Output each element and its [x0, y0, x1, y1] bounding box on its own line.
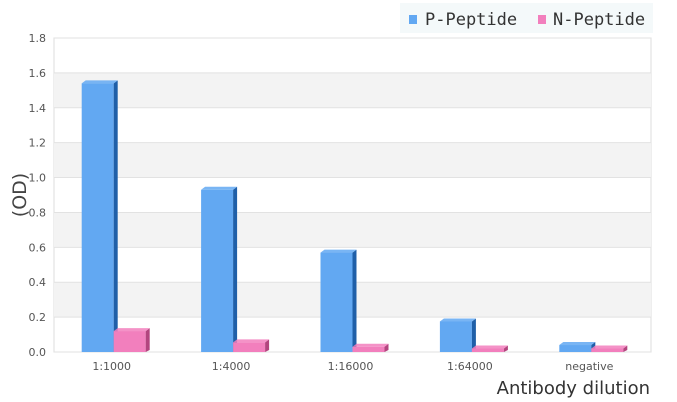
- bar-p-peptide-1: [201, 186, 238, 352]
- bar-n-peptide-0: [113, 328, 150, 352]
- y-tick-label: 0.6: [29, 241, 47, 254]
- y-tick-label: 0.4: [29, 276, 47, 289]
- bar-p-peptide-2: [320, 249, 357, 352]
- x-tick-label: 1:1000: [92, 360, 131, 373]
- grid-band: [54, 212, 651, 248]
- y-tick-label: 0.0: [29, 346, 47, 359]
- legend-swatch-n-peptide: [538, 15, 546, 24]
- y-tick-label: 0.8: [29, 206, 47, 219]
- x-tick-label: 1:4000: [212, 360, 251, 373]
- bar-p-peptide-4: [559, 342, 596, 352]
- x-tick-label: 1:16000: [328, 360, 374, 373]
- y-tick-label: 0.2: [29, 311, 47, 324]
- y-axis-label: (OD): [9, 173, 31, 217]
- legend-box: [400, 3, 653, 33]
- y-tick-label: 1.2: [29, 137, 47, 150]
- x-tick-label: 1:64000: [447, 360, 493, 373]
- bar-n-peptide-4: [591, 345, 628, 352]
- legend-label-p-peptide: P-Peptide: [425, 10, 517, 30]
- legend-label-n-peptide: N-Peptide: [553, 10, 645, 30]
- grid-band: [54, 142, 651, 178]
- x-tick-label: negative: [565, 360, 613, 373]
- y-tick-label: 1.8: [29, 32, 47, 45]
- bar-p-peptide-3: [439, 318, 476, 352]
- grid-band: [54, 72, 651, 108]
- y-tick-label: 1.4: [29, 102, 47, 115]
- legend-swatch-p-peptide: [409, 15, 417, 24]
- bar-n-peptide-1: [233, 339, 270, 352]
- y-tick-label: 1.6: [29, 67, 47, 80]
- y-tick-label: 1.0: [29, 172, 47, 185]
- bar-p-peptide-0: [81, 80, 118, 352]
- bar-n-peptide-3: [471, 345, 508, 352]
- x-axis-label: Antibody dilution: [497, 378, 650, 399]
- bar-n-peptide-2: [352, 343, 389, 352]
